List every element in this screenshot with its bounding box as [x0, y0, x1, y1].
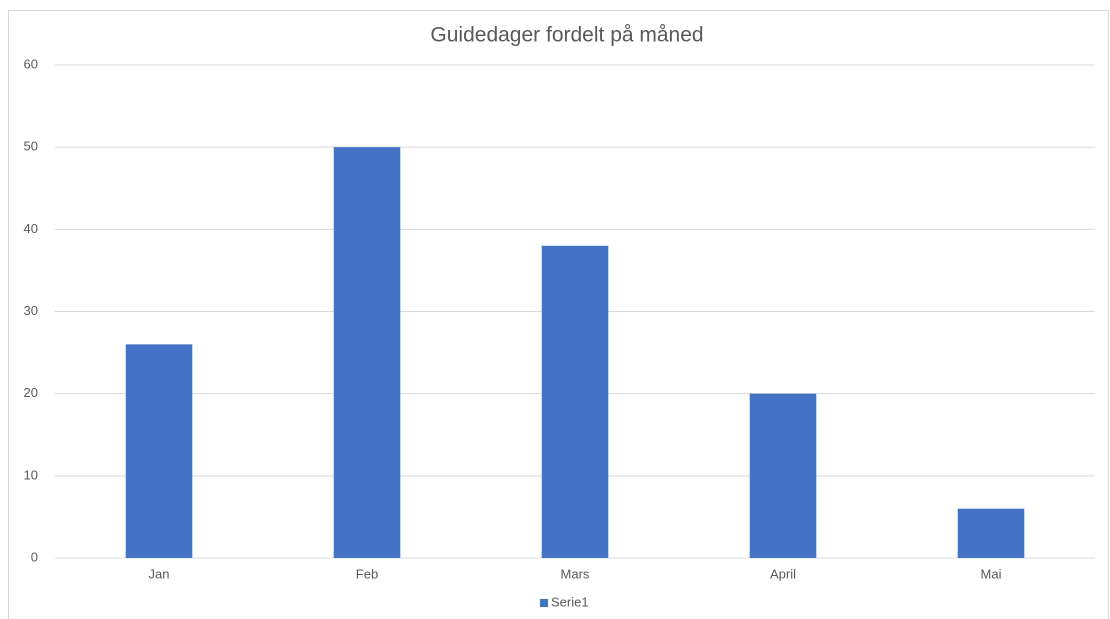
- bar: [749, 393, 817, 558]
- x-tick-label: Jan: [149, 566, 170, 581]
- y-tick-label: 20: [24, 385, 38, 400]
- chart-title: Guidedager fordelt på måned: [430, 24, 703, 47]
- y-tick-label: 30: [24, 303, 38, 318]
- y-tick-label: 60: [24, 56, 38, 71]
- legend-swatch: [540, 599, 548, 607]
- legend-label: Serie1: [551, 594, 589, 609]
- y-tick-label: 40: [24, 221, 38, 236]
- bar: [541, 245, 609, 558]
- x-tick-label: Feb: [356, 566, 378, 581]
- bar: [333, 147, 401, 558]
- y-tick-label: 0: [31, 549, 38, 564]
- bar: [957, 508, 1025, 558]
- y-tick-label: 50: [24, 139, 38, 154]
- y-tick-label: 10: [24, 467, 38, 482]
- x-tick-label: Mai: [981, 566, 1002, 581]
- x-tick-label: Mars: [561, 566, 590, 581]
- x-tick-label: April: [770, 566, 796, 581]
- bar: [125, 344, 193, 558]
